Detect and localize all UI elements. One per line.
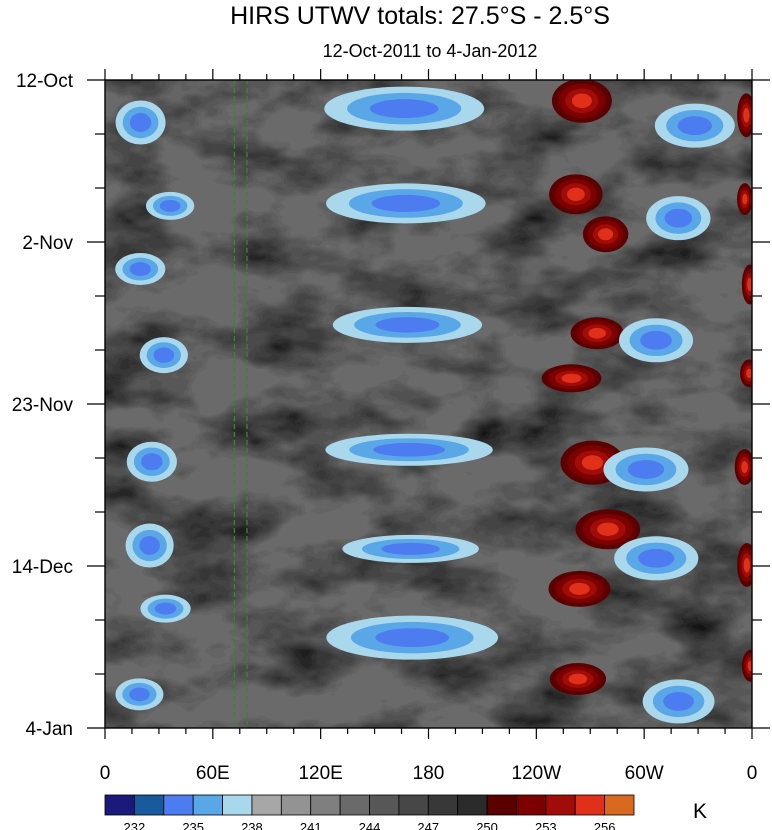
chart-subtitle: 12-Oct-2011 to 4-Jan-2012 bbox=[322, 41, 538, 61]
x-tick-label: 180 bbox=[413, 763, 445, 784]
colorbar: 232 235 238 241 244 247 250 253 256 bbox=[104, 794, 635, 830]
y-tick-label: 2-Nov bbox=[22, 233, 73, 254]
cool-anomaly bbox=[663, 691, 695, 711]
warm-anomaly bbox=[747, 660, 752, 672]
warm-anomaly bbox=[581, 455, 604, 470]
colorbar-label: 256 bbox=[594, 820, 616, 830]
warm-anomaly bbox=[571, 93, 592, 109]
cool-anomaly bbox=[677, 116, 712, 136]
x-tick-label: 60W bbox=[625, 763, 664, 784]
colorbar-box bbox=[398, 794, 429, 816]
colorbar-box bbox=[457, 794, 488, 816]
warm-anomaly bbox=[561, 373, 582, 383]
colorbar-box bbox=[604, 794, 635, 816]
axes: 0 60E 120E 180 120W 60W 0 12-Oct 2-Nov 23-Nov 14-D… bbox=[12, 69, 770, 784]
cool-anomaly bbox=[375, 317, 440, 333]
warm-anomaly bbox=[743, 557, 751, 573]
x-tick-label: 120W bbox=[512, 763, 562, 784]
cool-anomaly bbox=[664, 208, 693, 228]
colorbar-box bbox=[516, 794, 547, 816]
colorbar-box bbox=[310, 794, 341, 816]
colorbar-box bbox=[369, 794, 400, 816]
cool-anomaly bbox=[371, 194, 441, 213]
warm-anomaly bbox=[588, 327, 607, 339]
y-tick-label: 4-Jan bbox=[25, 719, 73, 740]
colorbar-label: 238 bbox=[241, 820, 263, 830]
cool-anomaly bbox=[640, 330, 672, 350]
colorbar-box bbox=[163, 794, 194, 816]
cool-anomaly bbox=[129, 687, 150, 702]
cool-anomaly bbox=[369, 99, 439, 119]
y-tick-label: 12-Oct bbox=[16, 71, 74, 92]
x-tick-label: 0 bbox=[747, 763, 758, 784]
y-tick-label: 14-Dec bbox=[12, 557, 73, 578]
warm-anomaly bbox=[743, 107, 750, 123]
y-tick-label: 23-Nov bbox=[12, 395, 74, 416]
cool-anomaly bbox=[381, 542, 440, 555]
cool-anomaly bbox=[638, 548, 675, 568]
cool-anomaly bbox=[627, 460, 665, 479]
colorbar-label: 253 bbox=[535, 820, 557, 830]
warm-anomaly bbox=[598, 228, 614, 241]
cool-anomaly bbox=[141, 453, 163, 471]
colorbar-label: 232 bbox=[124, 820, 146, 830]
colorbar-box bbox=[545, 794, 576, 816]
colorbar-box bbox=[280, 794, 312, 816]
warm-anomaly bbox=[747, 277, 752, 292]
colorbar-label: 241 bbox=[300, 820, 322, 830]
colorbar-box bbox=[133, 794, 165, 816]
colorbar-box bbox=[251, 794, 282, 816]
reference-lines bbox=[233, 80, 248, 728]
cool-anomaly bbox=[129, 262, 152, 276]
x-tick-label: 60E bbox=[196, 763, 230, 784]
warm-anomaly bbox=[746, 368, 752, 379]
cool-anomaly bbox=[129, 113, 152, 132]
colorbar-box bbox=[427, 794, 459, 816]
warm-anomaly bbox=[597, 522, 619, 536]
warm-anomaly bbox=[568, 673, 588, 685]
colorbar-box bbox=[104, 794, 135, 816]
cool-anomaly bbox=[375, 628, 450, 648]
warm-anomaly bbox=[741, 460, 748, 473]
colorbar-box bbox=[222, 794, 253, 816]
colorbar-label: 244 bbox=[359, 820, 381, 830]
warm-anomaly bbox=[569, 582, 590, 595]
colorbar-label: 247 bbox=[417, 820, 439, 830]
colorbar-box bbox=[574, 794, 606, 816]
colorbar-box bbox=[192, 794, 223, 816]
colorbar-box bbox=[339, 794, 370, 816]
cool-anomaly bbox=[154, 602, 177, 615]
field-layer bbox=[105, 80, 752, 728]
warm-anomaly bbox=[742, 193, 748, 205]
colorbar-unit-label: K bbox=[693, 800, 708, 823]
cool-anomaly bbox=[159, 199, 181, 212]
warm-anomaly bbox=[566, 187, 585, 201]
chart-title: HIRS UTWV totals: 27.5°S - 2.5°S bbox=[230, 2, 610, 30]
colorbar-box bbox=[486, 794, 517, 816]
x-tick-label: 0 bbox=[100, 763, 111, 784]
x-tick-label: 120E bbox=[298, 763, 342, 784]
colorbar-label: 250 bbox=[476, 820, 498, 830]
colorbar-label: 235 bbox=[182, 820, 204, 830]
cool-anomaly bbox=[373, 442, 445, 457]
cool-anomaly bbox=[153, 347, 175, 363]
cool-anomaly bbox=[139, 536, 160, 555]
